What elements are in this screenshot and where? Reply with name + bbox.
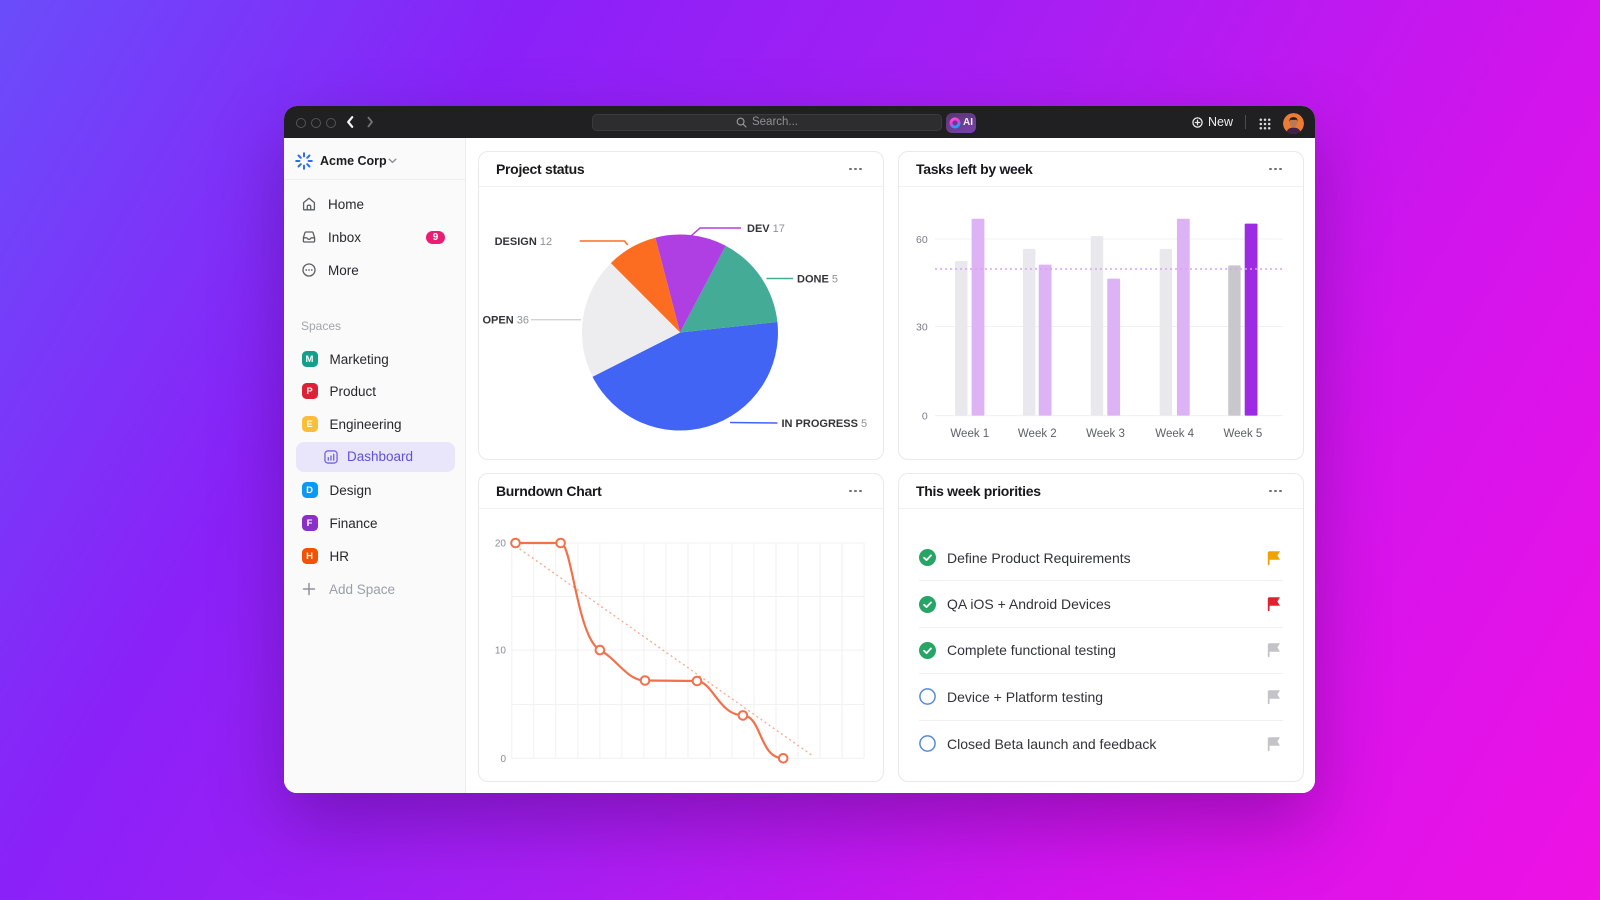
svg-text:10: 10 bbox=[495, 646, 507, 657]
svg-text:DEV 17: DEV 17 bbox=[747, 223, 785, 235]
svg-text:DONE 5: DONE 5 bbox=[797, 274, 838, 286]
svg-text:Week 4: Week 4 bbox=[1155, 428, 1194, 440]
svg-text:30: 30 bbox=[916, 321, 928, 333]
svg-text:Week 2: Week 2 bbox=[1018, 428, 1057, 440]
svg-text:Week 3: Week 3 bbox=[1086, 428, 1125, 440]
svg-text:0: 0 bbox=[500, 754, 506, 765]
svg-text:0: 0 bbox=[922, 410, 928, 422]
svg-text:20: 20 bbox=[495, 539, 507, 550]
svg-text:DESIGN 12: DESIGN 12 bbox=[495, 236, 552, 248]
svg-text:60: 60 bbox=[916, 234, 928, 246]
svg-text:Week 5: Week 5 bbox=[1224, 428, 1263, 440]
svg-text:IN PROGRESS 5: IN PROGRESS 5 bbox=[782, 418, 868, 430]
svg-text:Week 1: Week 1 bbox=[950, 428, 989, 440]
svg-text:OPEN 36: OPEN 36 bbox=[483, 315, 529, 327]
